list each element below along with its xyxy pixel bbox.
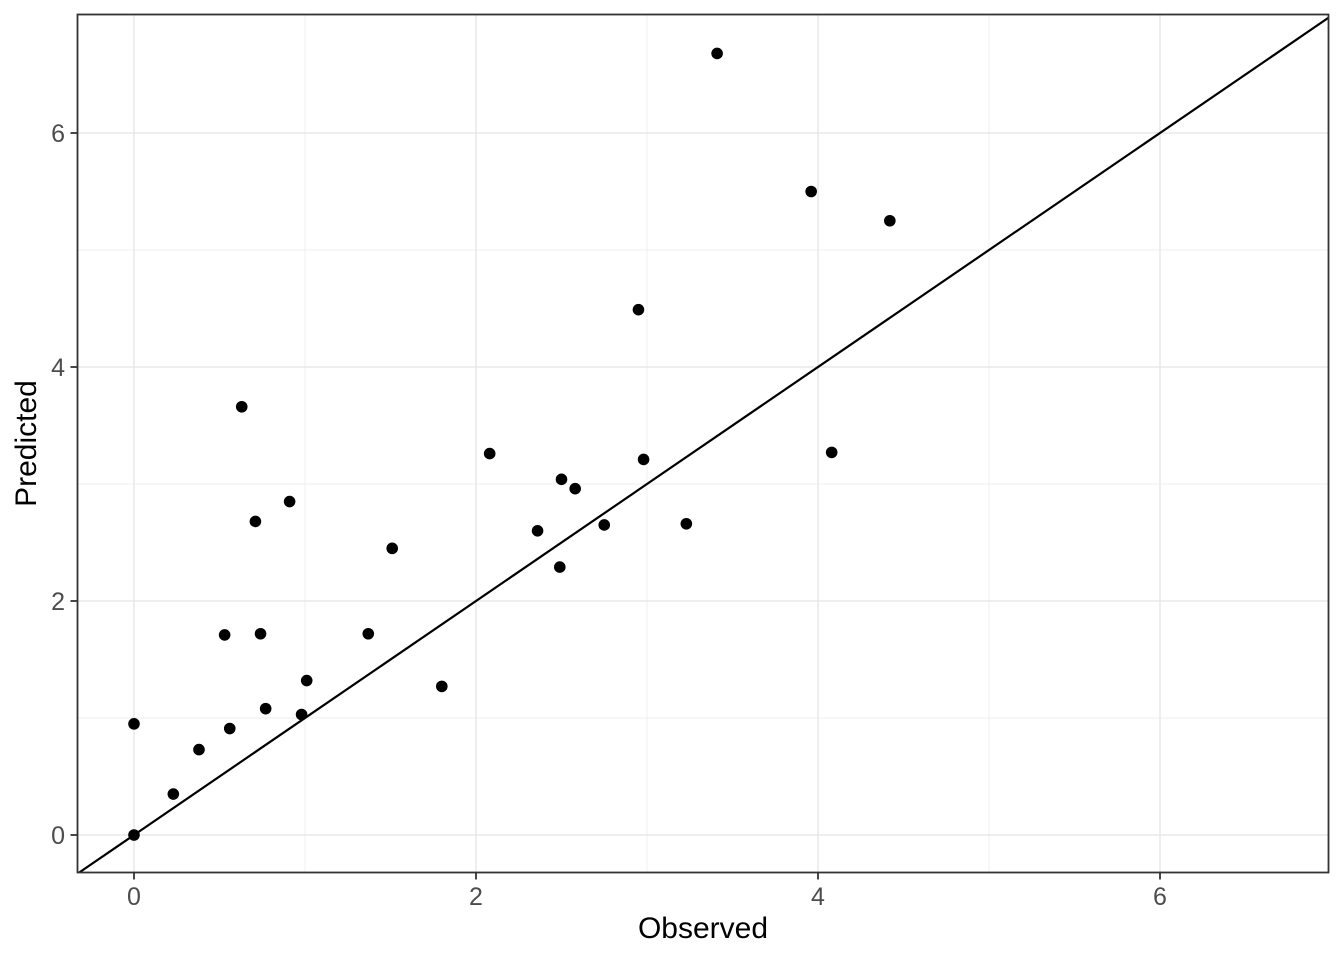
axis-tick-marks	[70, 132, 1161, 880]
data-point	[128, 718, 140, 730]
y-axis-title: Predicted	[10, 380, 43, 507]
y-tick-label: 6	[51, 120, 65, 148]
data-point	[167, 788, 180, 800]
data-point	[483, 447, 496, 460]
x-tick-label: 4	[811, 883, 825, 911]
data-point	[569, 482, 581, 495]
data-point	[193, 743, 205, 756]
data-point	[300, 674, 313, 687]
data-point	[436, 680, 448, 693]
y-tick-label: 0	[51, 822, 65, 850]
data-point	[218, 629, 231, 641]
data-point	[711, 47, 723, 60]
data-point	[884, 214, 896, 227]
data-point	[553, 561, 566, 573]
data-point	[598, 519, 611, 531]
data-point	[362, 627, 375, 640]
panel-background	[77, 14, 1329, 873]
panel-border	[76, 13, 1330, 874]
x-tick-label: 6	[1153, 883, 1167, 911]
axis-tick-labels: 0 2 4 6 0 2 4 6	[51, 120, 1167, 911]
y-tick-label: 2	[51, 588, 65, 616]
data-point	[235, 400, 248, 413]
data-point	[531, 525, 544, 537]
data-point	[555, 473, 568, 486]
minor-gridlines	[77, 14, 1329, 873]
data-point	[254, 627, 267, 640]
data-point	[386, 542, 399, 555]
x-tick-label: 2	[469, 883, 483, 911]
data-point	[680, 517, 693, 530]
data-point	[637, 453, 650, 466]
major-gridlines	[77, 14, 1329, 873]
data-point	[825, 446, 838, 459]
data-point	[249, 515, 262, 528]
data-point	[223, 722, 236, 735]
x-tick-label: 0	[127, 883, 141, 911]
data-point	[283, 495, 296, 508]
data-point	[632, 303, 645, 316]
data-points-layer	[128, 47, 896, 841]
data-point	[259, 702, 272, 715]
data-point	[805, 185, 817, 198]
x-axis-title: Observed	[638, 912, 768, 945]
y-tick-label: 4	[51, 354, 65, 382]
